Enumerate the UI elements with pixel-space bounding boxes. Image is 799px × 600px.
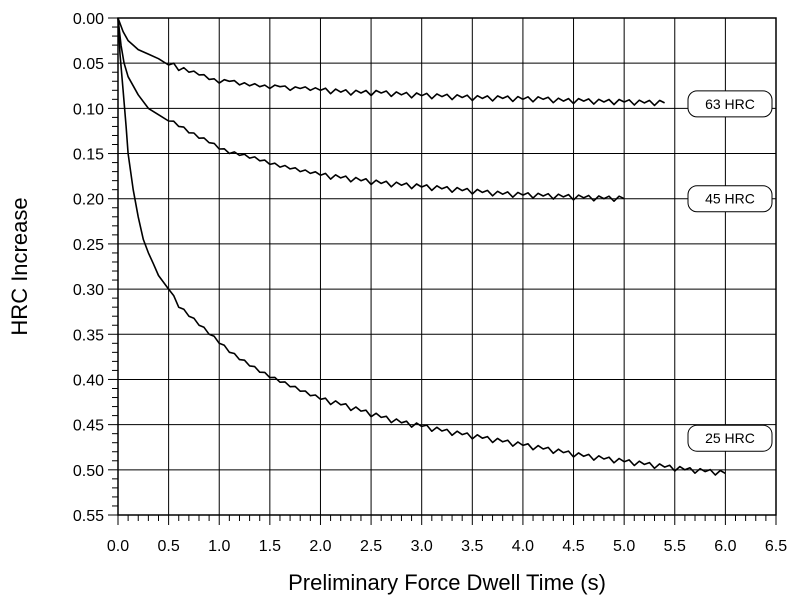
x-tick-label: 4.5 [562, 538, 584, 555]
y-tick-label: 0.45 [73, 418, 104, 435]
series-label: 45 HRC [705, 191, 755, 207]
x-tick-label: 3.5 [461, 538, 483, 555]
y-tick-label: 0.25 [73, 237, 104, 254]
series-labels: 63 HRC 45 HRC 25 HRC [687, 90, 773, 452]
x-tick-label: 2.0 [309, 538, 331, 555]
y-tick-label: 0.55 [73, 508, 104, 525]
x-tick-label: 3.0 [411, 538, 433, 555]
x-tick-label: 2.5 [360, 538, 382, 555]
y-tick-label: 0.35 [73, 327, 104, 344]
series-label-box [687, 90, 773, 118]
x-tick-label: 0.0 [107, 538, 129, 555]
y-axis-title: HRC Increase [7, 197, 32, 335]
series-line-3 [117, 17, 726, 476]
y-tick-label: 0.10 [73, 101, 104, 118]
y-tick-label: 0.05 [73, 56, 104, 73]
x-tick-label: 0.5 [157, 538, 179, 555]
x-tick-label: 6.0 [714, 538, 736, 555]
x-tick-label: 5.0 [613, 538, 635, 555]
series-lines [117, 17, 726, 476]
y-tick-label: 0.00 [73, 11, 104, 28]
x-tick-label: 1.5 [259, 538, 281, 555]
x-tick-label: 1.0 [208, 538, 230, 555]
x-axis-title: Preliminary Force Dwell Time (s) [288, 570, 606, 595]
y-tick-label: 0.15 [73, 147, 104, 164]
y-tick-labels: 0.00 0.05 0.10 0.15 0.20 0.25 0.30 0.35 0.40 0.45… [73, 11, 104, 525]
series-label: 25 HRC [705, 430, 755, 446]
series-label-box [687, 185, 773, 213]
y-tick-label: 0.50 [73, 463, 104, 480]
x-tick-label: 4.0 [512, 538, 534, 555]
y-tick-label: 0.20 [73, 192, 104, 209]
x-tick-labels: 0.0 0.5 1.0 1.5 2.0 2.5 3.0 3.5 4.0 4.5 5.0 5.5 6.0 6… [107, 538, 787, 555]
minor-ticks [108, 17, 777, 525]
y-tick-label: 0.40 [73, 372, 104, 389]
grid [117, 17, 777, 516]
x-tick-label: 5.5 [664, 538, 686, 555]
series-line-2 [117, 17, 625, 202]
series-label: 63 HRC [705, 96, 755, 112]
plot-area-frame [117, 17, 777, 516]
y-tick-label: 0.30 [73, 282, 104, 299]
series-line-1 [117, 17, 665, 107]
x-tick-label: 6.5 [765, 538, 787, 555]
series-label-box [687, 424, 773, 452]
